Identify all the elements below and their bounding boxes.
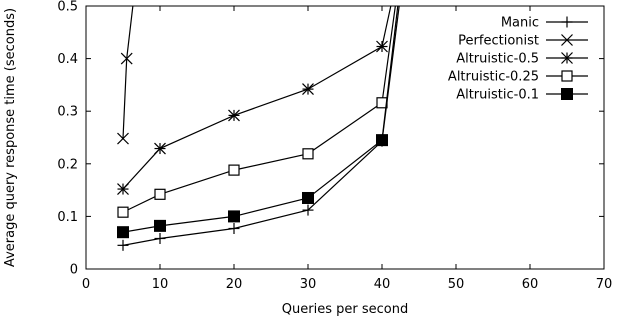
y-tick-label: 0.2 (57, 157, 78, 172)
data-point (228, 164, 240, 176)
data-point (117, 183, 129, 195)
data-point (117, 206, 129, 218)
data-point (120, 52, 133, 65)
x-tick-label: 20 (226, 277, 243, 292)
series-layer (117, 6, 400, 251)
legend-marker (561, 16, 573, 28)
series-altruistic-0-1 (117, 6, 399, 239)
data-point (376, 97, 388, 109)
y-tick-label: 0.5 (57, 0, 78, 15)
data-point (302, 191, 314, 204)
data-point (117, 226, 129, 239)
x-tick-label: 10 (152, 277, 169, 292)
x-tick-label: 0 (82, 277, 90, 292)
legend-entry: Altruistic-0.25 (448, 70, 588, 85)
series-line (122, 6, 134, 139)
data-point (302, 83, 314, 96)
series-line (122, 6, 392, 190)
legend: Manic Perfectionist Altruistic-0.5 Altruist… (448, 16, 588, 103)
y-tick-label: 0 (70, 263, 78, 278)
data-point (228, 109, 240, 122)
x-tick-label: 70 (596, 277, 613, 292)
series-altruistic-0-5 (117, 6, 392, 195)
data-point (154, 142, 166, 155)
data-point (376, 134, 388, 147)
y-tick-label: 0.4 (57, 52, 78, 67)
legend-entry: Perfectionist (458, 34, 588, 49)
x-axis-label: Queries per second (282, 302, 408, 317)
legend-marker (561, 34, 573, 46)
legend-marker (561, 52, 573, 64)
legend-label: Altruistic-0.25 (448, 70, 539, 85)
data-point (154, 188, 166, 200)
legend-marker (561, 70, 573, 82)
y-tick-label: 0.1 (57, 210, 78, 225)
series-manic (117, 6, 400, 251)
plot-area-frame (85, 5, 605, 270)
y-tick-label: 0.3 (57, 105, 78, 120)
data-point (117, 239, 129, 251)
legend-entry: Altruistic-0.5 (456, 52, 588, 67)
x-tick-label: 30 (300, 277, 317, 292)
legend-label: Altruistic-0.1 (456, 88, 539, 103)
series-line (122, 6, 400, 246)
series-line (122, 6, 396, 213)
x-tick-label: 60 (522, 277, 539, 292)
data-point (154, 232, 166, 244)
data-point (302, 148, 314, 160)
data-point (376, 40, 388, 53)
data-point (228, 222, 240, 234)
series-altruistic-0-25 (117, 6, 396, 218)
series-line (122, 6, 399, 233)
x-tick-label: 50 (448, 277, 465, 292)
axis-layer: 0 10 20 30 40 50 60 70 0 0.1 0.2 0.3 0.4 0.5 (57, 0, 612, 292)
data-point (302, 204, 314, 216)
legend-entry: Altruistic-0.1 (456, 88, 588, 103)
data-point (117, 132, 129, 145)
data-point (154, 219, 166, 232)
y-axis-label: Average query response time (seconds) (3, 8, 18, 267)
series-perfectionist (117, 6, 134, 145)
legend-entry: Manic (501, 16, 588, 31)
x-tick-label: 40 (374, 277, 391, 292)
data-point (228, 210, 240, 223)
legend-marker (561, 88, 573, 100)
legend-label: Perfectionist (458, 34, 539, 49)
legend-label: Manic (501, 16, 539, 31)
legend-label: Altruistic-0.5 (456, 52, 539, 67)
